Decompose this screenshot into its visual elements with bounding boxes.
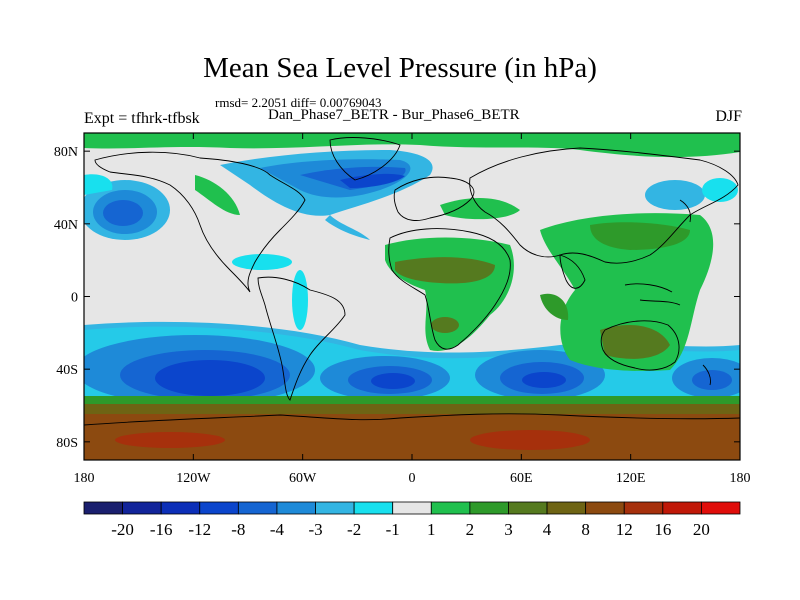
- lon-label: 120E: [616, 471, 646, 486]
- lon-label: 120W: [176, 471, 211, 486]
- map-title: Mean Sea Level Pressure (in hPa): [203, 52, 597, 84]
- lat-label: 40N: [54, 218, 78, 233]
- colorbar-label: -2: [347, 520, 361, 539]
- colorbar-label: -1: [386, 520, 400, 539]
- colorbar-swatch: [430, 501, 471, 515]
- lat-label: 80N: [54, 145, 78, 160]
- latitude-axis: 80N 40N 0 40S 80S: [54, 145, 740, 451]
- colorbar-swatch: [623, 501, 664, 515]
- colorbar-swatch: [469, 501, 509, 515]
- colorbar-swatch: [701, 501, 741, 515]
- colorbar-swatch: [392, 501, 432, 515]
- colorbar-swatch: [237, 501, 278, 515]
- colorbar-swatch: [546, 501, 587, 515]
- colorbar-swatch: [83, 501, 123, 515]
- colorbar-label: 2: [466, 520, 475, 539]
- colorbar-label: -4: [270, 520, 285, 539]
- colorbar-swatch: [353, 501, 394, 515]
- experiment-label: Expt = tfhrk-tfbsk: [84, 110, 200, 127]
- colorbar-swatch: [122, 501, 162, 515]
- colorbar-label: 16: [654, 520, 671, 539]
- colorbar-swatch: [160, 501, 201, 515]
- colorbar-swatch: [276, 501, 316, 515]
- lat-label: 0: [71, 291, 78, 306]
- colorbar-label: 12: [616, 520, 633, 539]
- colorbar-label: 1: [427, 520, 436, 539]
- colorbar-label: -20: [111, 520, 134, 539]
- colorbar-label: 20: [693, 520, 710, 539]
- lon-label: 180: [74, 471, 95, 486]
- colorbar: -20 -16 -12 -8 -4 -3 -2 -1 1 2 3 4 8 12 16 20: [83, 501, 741, 539]
- colorbar-label: -12: [188, 520, 211, 539]
- subtitle-label: Dan_Phase7_BETR - Bur_Phase6_BETR: [268, 107, 520, 123]
- colorbar-swatch: [585, 501, 625, 515]
- colorbar-label: -3: [308, 520, 322, 539]
- season-label: DJF: [715, 108, 742, 125]
- lat-label: 40S: [56, 363, 78, 378]
- colorbar-label: 3: [504, 520, 513, 539]
- longitude-axis: 180 120W 60W 0 60E 120E 180: [74, 133, 751, 486]
- map-fields: [84, 133, 740, 460]
- colorbar-label: -16: [150, 520, 173, 539]
- colorbar-swatch: [199, 501, 239, 515]
- lon-label: 0: [409, 471, 416, 486]
- colorbar-label: 4: [543, 520, 552, 539]
- colorbar-swatch: [662, 501, 702, 515]
- colorbar-label: -8: [231, 520, 245, 539]
- lon-label: 180: [730, 471, 751, 486]
- colorbar-swatch: [508, 501, 548, 515]
- colorbar-label: 8: [581, 520, 590, 539]
- stats-text: rmsd= 2.2051 diff= 0.00769043: [215, 95, 382, 110]
- lon-label: 60W: [289, 471, 317, 486]
- lon-label: 60E: [510, 471, 533, 486]
- coastlines: [84, 137, 740, 426]
- lat-label: 80S: [56, 436, 78, 451]
- colorbar-swatch: [315, 501, 355, 515]
